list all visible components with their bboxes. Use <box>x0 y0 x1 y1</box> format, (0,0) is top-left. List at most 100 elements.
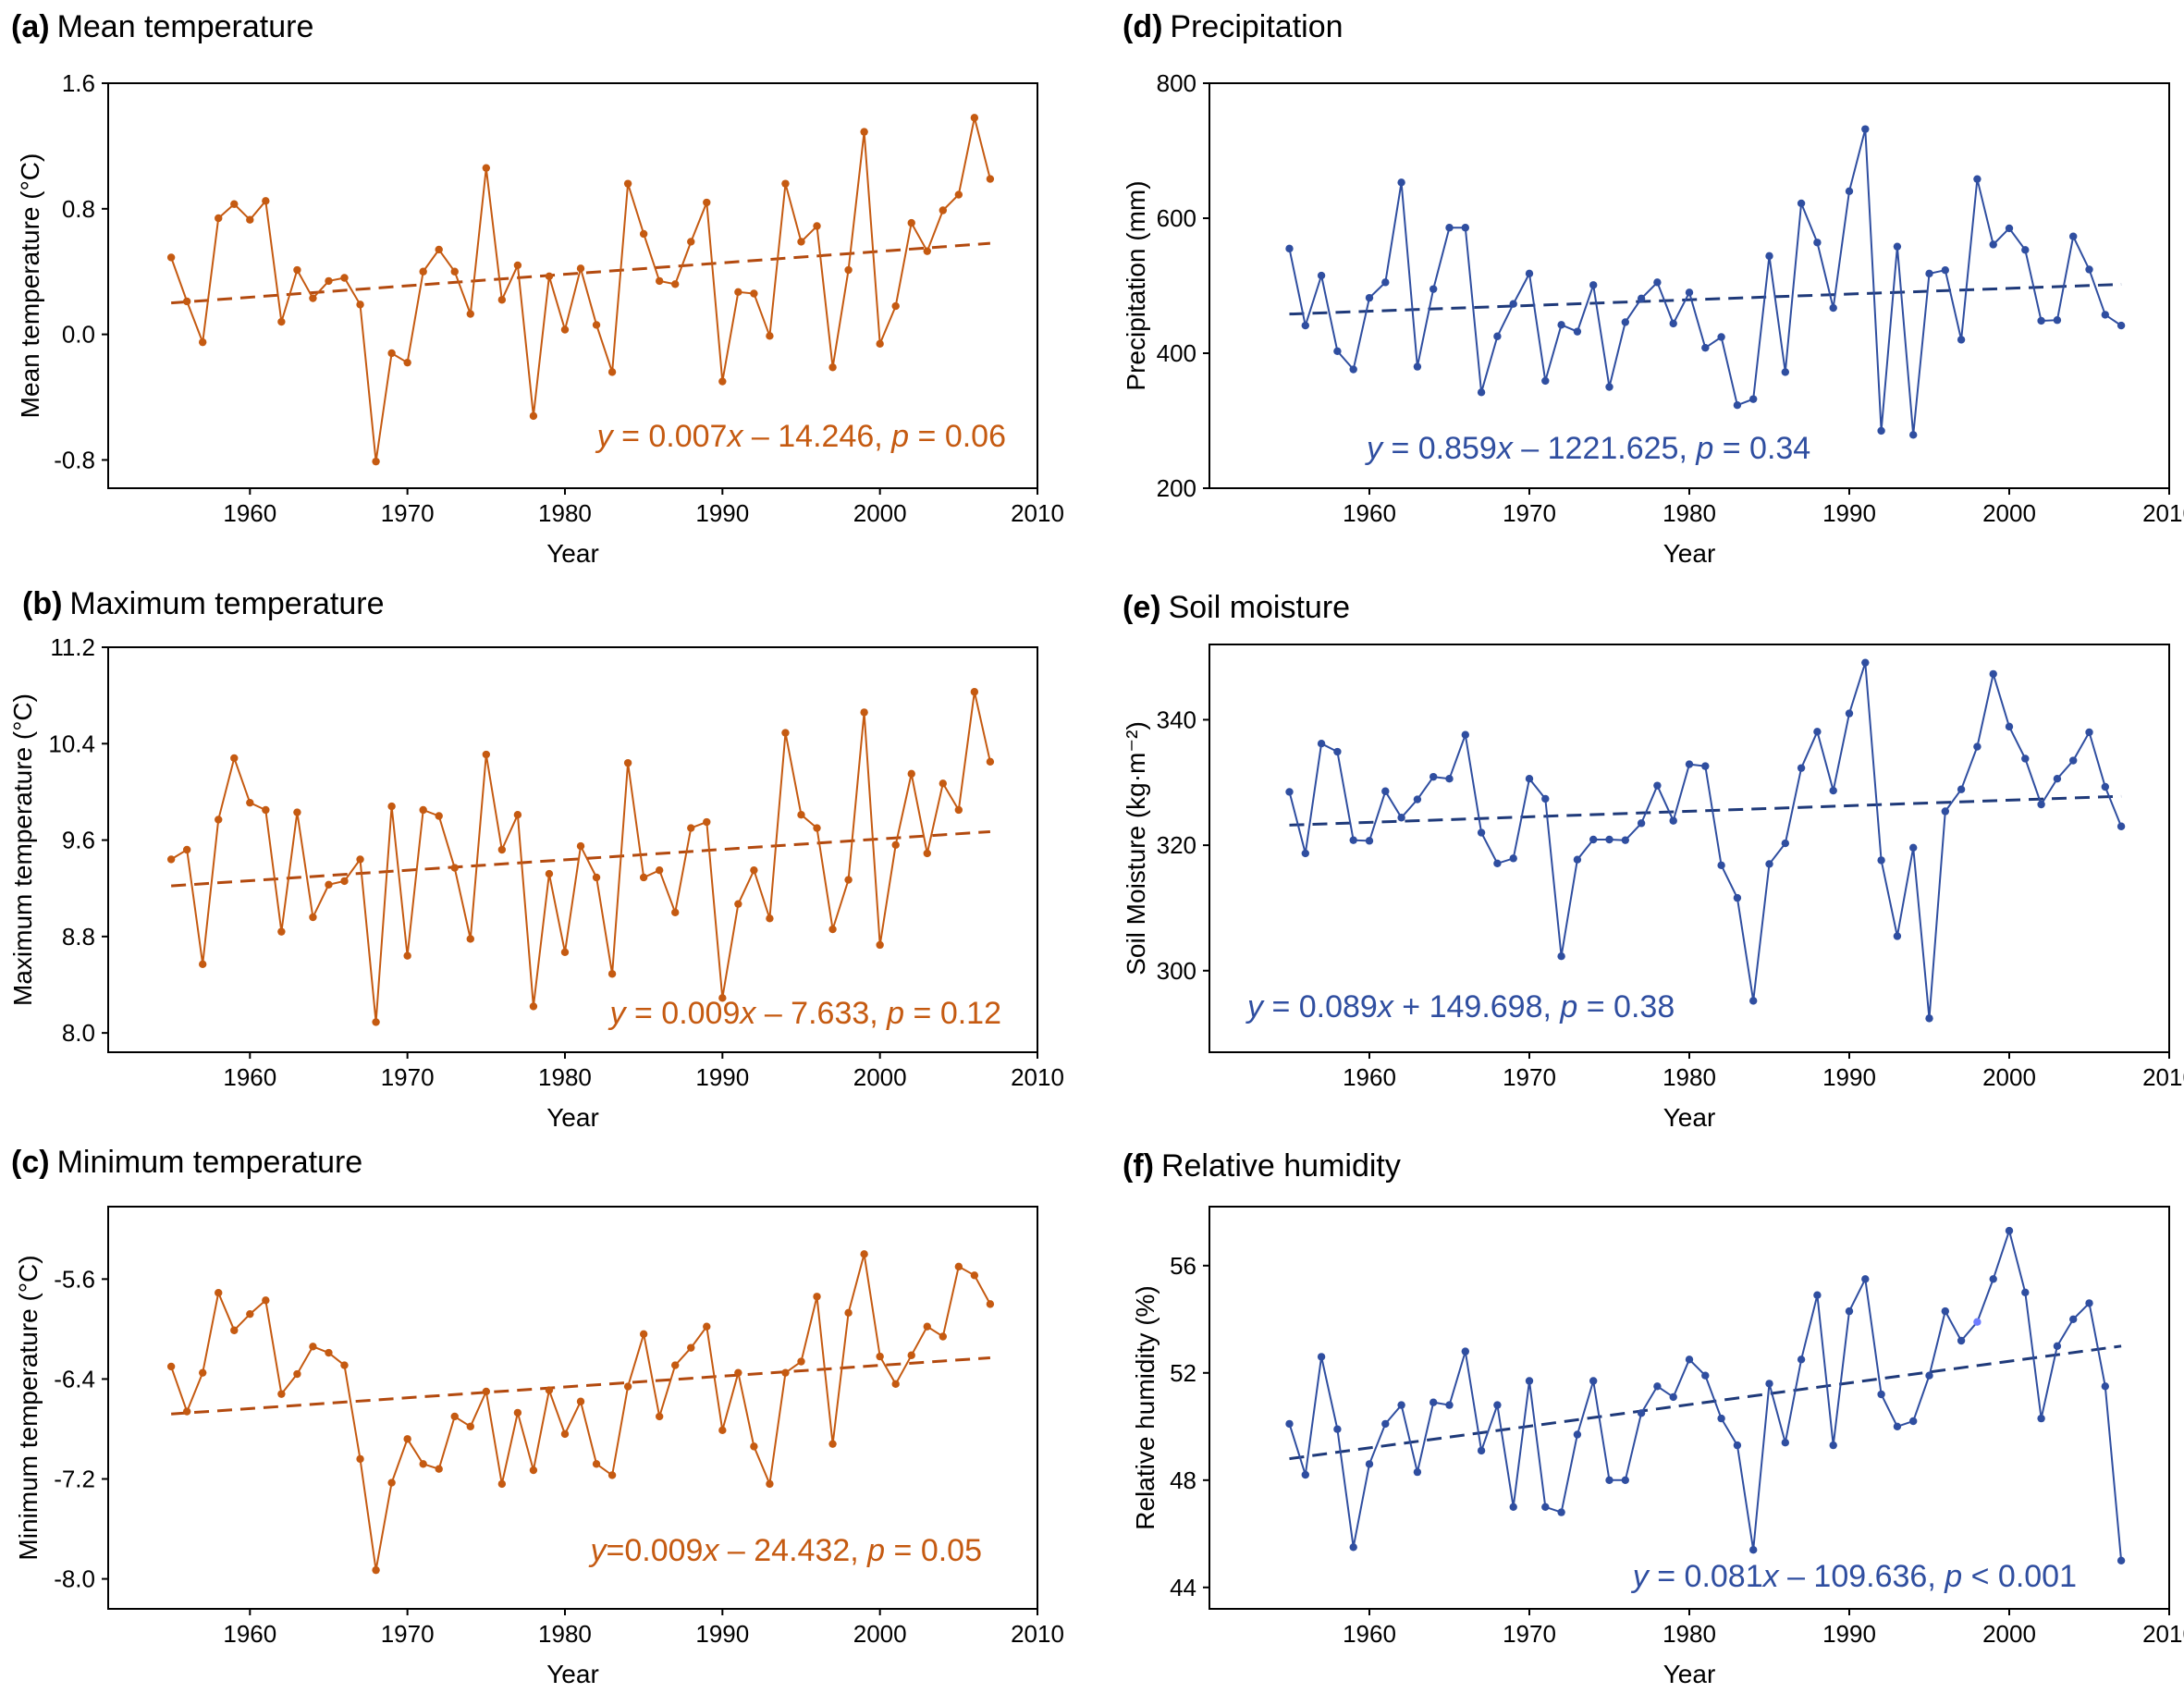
x-tick-label: 1970 <box>1503 499 1556 527</box>
data-point <box>1909 843 1918 853</box>
data-point <box>2037 316 2045 325</box>
data-point <box>844 876 853 884</box>
data-point <box>182 845 191 854</box>
data-point <box>277 317 286 326</box>
data-point <box>1669 1392 1677 1402</box>
data-point <box>372 1018 380 1026</box>
data-point <box>1333 747 1342 756</box>
data-point <box>891 1380 900 1389</box>
data-point <box>813 824 821 832</box>
data-point <box>923 247 931 255</box>
data-point <box>1845 1307 1854 1316</box>
data-point <box>891 301 900 311</box>
data-point <box>1349 836 1357 844</box>
data-point <box>939 779 947 788</box>
x-tick-label: 1970 <box>381 499 435 527</box>
panel-title: (d) Precipitation <box>1123 9 1344 44</box>
data-point <box>766 332 774 340</box>
data-point <box>2037 800 2045 809</box>
panel-title-text: Relative humidity <box>1161 1148 1401 1184</box>
data-point <box>828 363 837 372</box>
data-point <box>1909 1417 1918 1426</box>
data-point <box>466 310 474 318</box>
data-point <box>1525 269 1534 278</box>
y-axis-label: Precipitation (mm) <box>1122 180 1150 390</box>
x-tick-label: 2010 <box>2142 499 2184 527</box>
x-axis-label: Year <box>546 1103 599 1132</box>
data-point <box>876 1352 884 1361</box>
x-tick-label: 1960 <box>1343 1620 1396 1648</box>
data-point <box>1333 347 1342 356</box>
data-point <box>671 908 680 916</box>
data-point <box>2117 1556 2126 1565</box>
x-tick-label: 1980 <box>538 499 592 527</box>
panel-letter: (e) <box>1123 590 1161 625</box>
data-point <box>1717 861 1725 870</box>
chart-panel-e: (e)Soil moisture 1960 1970 1980 1990 2000 2010… <box>1122 590 2184 1132</box>
data-point <box>1765 860 1773 868</box>
data-point <box>1813 239 1822 247</box>
trend-line <box>1289 1344 2122 1461</box>
data-point <box>450 1412 459 1421</box>
data-point <box>1381 1419 1390 1429</box>
equation-part: x <box>738 996 756 1031</box>
data-point <box>356 855 364 864</box>
data-point <box>560 325 570 334</box>
data-point <box>340 877 349 886</box>
data-point <box>734 288 742 296</box>
data-point <box>1621 318 1630 326</box>
trend-line <box>171 1356 991 1416</box>
data-point <box>1605 835 1613 844</box>
data-point <box>1301 321 1310 330</box>
equation-part: = 0.859 <box>1382 431 1497 466</box>
data-point <box>876 940 884 950</box>
data-point <box>1701 1371 1710 1380</box>
equation-part: – 14.246, <box>742 419 891 454</box>
data-point <box>560 948 570 957</box>
data-point <box>1861 1275 1870 1283</box>
data-point <box>1349 1543 1357 1552</box>
data-point <box>215 214 223 223</box>
data-point <box>372 1565 380 1575</box>
data-point <box>954 190 963 199</box>
data-point <box>293 265 301 275</box>
data-point <box>435 245 443 254</box>
x-tick-label: 1980 <box>1663 499 1716 527</box>
data-point <box>529 1002 538 1011</box>
data-point <box>1285 1419 1294 1429</box>
data-point <box>703 1322 711 1331</box>
data-point <box>1957 785 1966 793</box>
data-point <box>703 817 711 827</box>
data-point <box>1733 1441 1742 1450</box>
data-point <box>1765 251 1773 261</box>
data-point <box>1861 658 1870 667</box>
data-point <box>1781 368 1790 376</box>
data-point <box>781 1368 790 1377</box>
data-point <box>1813 728 1822 736</box>
data-point <box>1685 1356 1694 1364</box>
y-axis-label: Relative humidity (%) <box>1131 1285 1159 1530</box>
y-tick-label: 8.8 <box>62 923 95 951</box>
data-point <box>199 960 207 969</box>
data-point <box>907 1351 915 1359</box>
data-point <box>986 1300 995 1308</box>
data-point <box>435 1465 443 1473</box>
data-point <box>545 272 554 281</box>
y-tick-label: -6.4 <box>54 1365 95 1392</box>
data-point <box>671 280 680 288</box>
data-point <box>828 925 837 934</box>
data-point <box>1557 1508 1565 1516</box>
equation-part: = 0.06 <box>909 419 1006 454</box>
data-point <box>560 1429 570 1439</box>
equation-part: x <box>725 419 743 454</box>
data-point <box>2021 246 2030 254</box>
x-tick-label: 1990 <box>1822 1620 1876 1648</box>
data-point <box>1925 1371 1933 1380</box>
y-axis-label: Mean temperature (°C) <box>16 153 44 419</box>
data-point <box>2101 1382 2109 1391</box>
data-point <box>529 1466 538 1475</box>
data-point <box>1653 1382 1662 1391</box>
data-point <box>1893 242 1902 251</box>
data-point <box>844 1308 853 1318</box>
data-point <box>387 1478 396 1487</box>
